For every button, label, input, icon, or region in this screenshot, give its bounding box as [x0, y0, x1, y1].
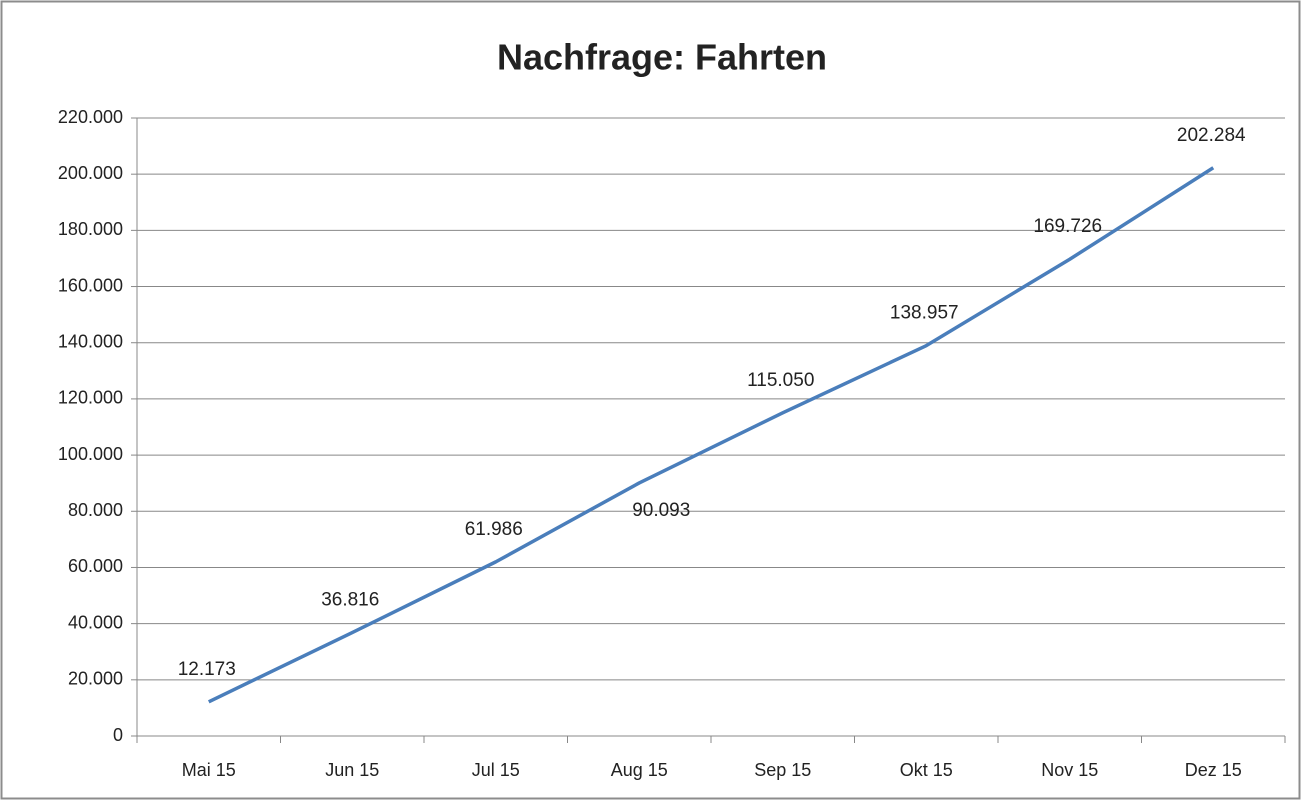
x-tick-label: Mai 15: [182, 760, 236, 780]
data-label: 36.816: [321, 590, 379, 611]
data-label: 202.284: [1177, 125, 1246, 146]
data-label: 169.726: [1033, 216, 1102, 237]
data-label: 90.093: [632, 500, 690, 521]
y-tick-label: 0: [113, 725, 123, 745]
y-tick-label: 100.000: [58, 444, 123, 464]
x-tick-label: Sep 15: [754, 760, 811, 780]
y-tick-label: 80.000: [68, 500, 123, 520]
x-tick-label: Jul 15: [472, 760, 520, 780]
y-tick-label: 60.000: [68, 556, 123, 576]
chart-title: Nachfrage: Fahrten: [497, 37, 827, 78]
x-tick-label: Okt 15: [900, 760, 953, 780]
y-tick-label: 180.000: [58, 219, 123, 239]
x-tick-label: Jun 15: [325, 760, 379, 780]
y-tick-label: 220.000: [58, 107, 123, 127]
data-label: 138.957: [890, 303, 959, 324]
data-label: 12.173: [178, 659, 236, 680]
x-tick-label: Aug 15: [611, 760, 668, 780]
y-tick-label: 40.000: [68, 612, 123, 632]
x-tick-label: Nov 15: [1041, 760, 1098, 780]
data-line: [207, 166, 1215, 704]
data-label: 61.986: [465, 519, 523, 540]
y-tick-label: 20.000: [68, 669, 123, 689]
y-tick-label: 140.000: [58, 331, 123, 351]
y-tick-label: 200.000: [58, 163, 123, 183]
y-tick-label: 120.000: [58, 388, 123, 408]
x-tick-label: Dez 15: [1185, 760, 1242, 780]
y-tick-label: 160.000: [58, 275, 123, 295]
data-label: 115.050: [747, 370, 814, 391]
